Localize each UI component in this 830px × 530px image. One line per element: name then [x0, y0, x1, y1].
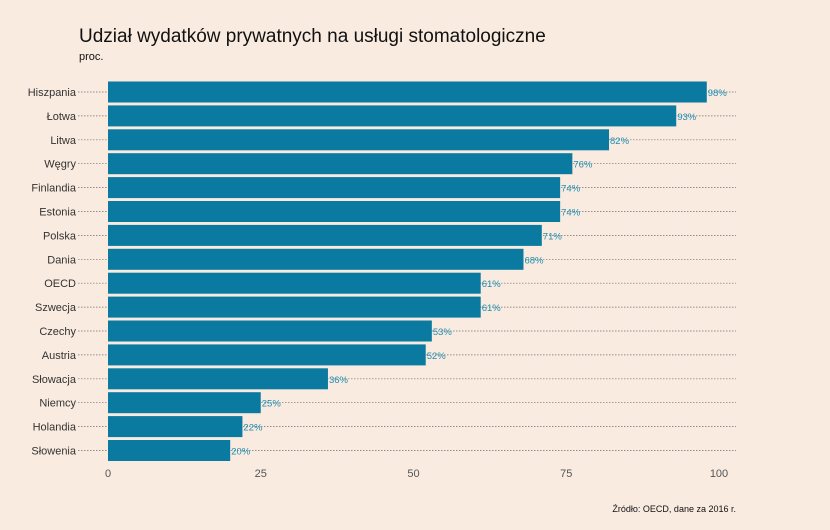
bar: [108, 296, 481, 318]
category-label: Estonia: [39, 207, 77, 219]
bar: [108, 81, 707, 103]
x-tick-label: 25: [255, 468, 267, 480]
x-tick-label: 75: [560, 468, 572, 480]
category-label: Dania: [47, 254, 77, 266]
category-label: Polska: [43, 230, 77, 242]
category-label: Holandia: [33, 422, 77, 434]
category-label: Litwa: [50, 135, 77, 147]
category-label: Słowacja: [32, 374, 77, 386]
value-label: 53%: [433, 327, 453, 338]
value-label: 76%: [573, 160, 593, 171]
category-label: Hiszpania: [28, 87, 77, 99]
category-label: Węgry: [44, 159, 76, 171]
value-label: 98%: [708, 88, 728, 99]
bar: [108, 440, 231, 461]
chart-subtitle: proc.: [79, 51, 104, 63]
category-label: Finlandia: [31, 183, 77, 195]
bar: [108, 153, 573, 175]
bar: [108, 272, 481, 294]
value-label: 61%: [482, 303, 502, 314]
bar: [108, 201, 561, 222]
category-label: OECD: [44, 278, 76, 290]
bar: [108, 368, 328, 390]
bar: [108, 392, 261, 414]
bar: [108, 105, 677, 127]
bar: [108, 248, 524, 270]
value-label: 93%: [677, 112, 697, 123]
x-tick-label: 0: [105, 468, 111, 480]
bar: [108, 177, 561, 199]
value-label: 82%: [610, 136, 630, 147]
category-label: Niemcy: [39, 398, 76, 410]
value-label: 52%: [427, 351, 447, 362]
value-label: 74%: [561, 184, 581, 195]
value-label: 71%: [543, 231, 563, 242]
value-label: 68%: [524, 255, 544, 266]
value-label: 22%: [243, 423, 263, 434]
value-label: 20%: [231, 447, 251, 458]
value-label: 74%: [561, 208, 581, 219]
bar: [108, 129, 610, 151]
category-label: Łotwa: [47, 111, 77, 123]
bar: [108, 344, 426, 366]
chart-title: Udział wydatków prywatnych na usługi sto…: [79, 26, 546, 47]
bar: [108, 320, 432, 342]
category-label: Austria: [42, 350, 77, 362]
x-tick-label: 100: [710, 468, 728, 480]
category-label: Słowenia: [31, 446, 77, 458]
value-label: 61%: [482, 279, 502, 290]
bar: [108, 416, 243, 438]
category-label: Szwecja: [35, 302, 77, 314]
category-label: Czechy: [39, 326, 76, 338]
x-tick-label: 50: [407, 468, 419, 480]
chart-source: Źródło: OECD, dane za 2016 r.: [612, 504, 736, 514]
value-label: 25%: [262, 399, 282, 410]
value-label: 36%: [329, 375, 349, 386]
bar: [108, 224, 542, 246]
